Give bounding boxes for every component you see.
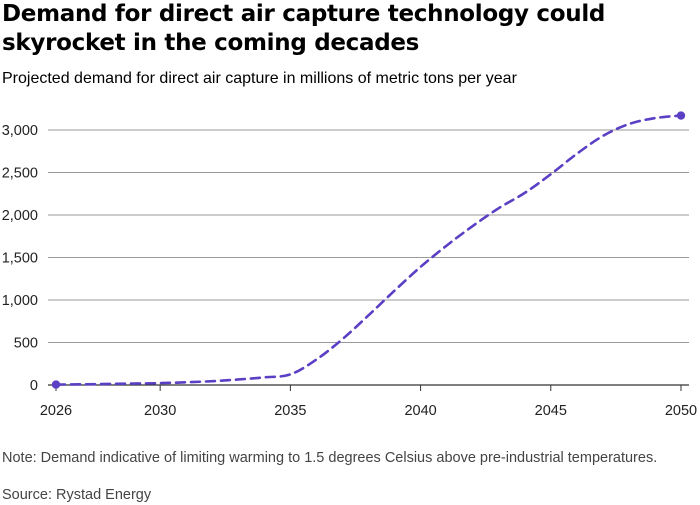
y-axis-ticks: 0 500 1,000 1,500 2,000 2,500 3,000 (2, 123, 38, 394)
end-point (676, 111, 686, 120)
start-point (51, 380, 61, 389)
y-tick-label: 1,500 (2, 251, 38, 267)
y-tick-label: 2,000 (2, 208, 38, 224)
x-tick-label: 2035 (274, 403, 306, 419)
x-tick-label: 2026 (40, 403, 72, 419)
y-tick-label: 0 (30, 378, 38, 394)
x-tick-label: 2040 (404, 403, 436, 419)
x-axis-ticks: 2026 2030 2035 2040 2045 2050 (40, 385, 697, 419)
series-group (51, 111, 686, 389)
chart-subtitle: Projected demand for direct air capture … (2, 70, 517, 87)
x-tick-label: 2050 (665, 403, 697, 419)
chart-source: Source: Rystad Energy (2, 487, 152, 503)
chart-note: Note: Demand indicative of limiting warm… (2, 450, 658, 466)
y-tick-label: 2,500 (2, 166, 38, 182)
x-tick-label: 2030 (144, 403, 176, 419)
y-tick-label: 3,000 (2, 123, 38, 139)
gridlines (48, 129, 689, 386)
series-line (54, 114, 683, 386)
y-tick-label: 1,000 (2, 293, 38, 309)
chart-title: Demand for direct air capture technology… (2, 1, 606, 56)
y-tick-label: 500 (14, 336, 38, 352)
x-tick-label: 2045 (535, 403, 567, 419)
